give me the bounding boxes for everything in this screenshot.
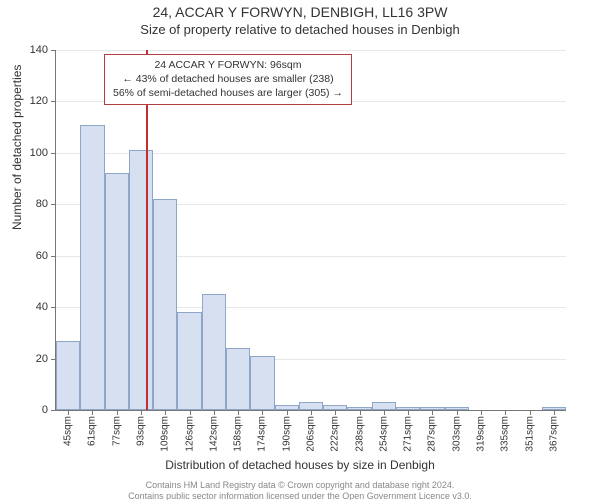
xtick-mark bbox=[68, 410, 69, 415]
xtick-mark bbox=[384, 410, 385, 415]
xtick-label: 271sqm bbox=[403, 416, 414, 452]
xtick-label: 174sqm bbox=[257, 416, 268, 452]
histogram-bar bbox=[129, 150, 153, 410]
ytick-mark bbox=[51, 307, 56, 308]
ytick-mark bbox=[51, 410, 56, 411]
xtick-label: 367sqm bbox=[548, 416, 559, 452]
xtick-label: 77sqm bbox=[111, 416, 122, 446]
xtick-label: 61sqm bbox=[87, 416, 98, 446]
page-title: 24, ACCAR Y FORWYN, DENBIGH, LL16 3PW bbox=[0, 4, 600, 20]
xtick-mark bbox=[554, 410, 555, 415]
xtick-label: 109sqm bbox=[160, 416, 171, 452]
xtick-mark bbox=[481, 410, 482, 415]
xtick-mark bbox=[287, 410, 288, 415]
ytick-mark bbox=[51, 256, 56, 257]
xtick-label: 254sqm bbox=[378, 416, 389, 452]
xtick-label: 335sqm bbox=[500, 416, 511, 452]
ytick-label: 80 bbox=[36, 198, 48, 210]
y-axis-label: Number of detached properties bbox=[10, 65, 24, 230]
histogram-bar bbox=[80, 125, 104, 410]
histogram-bar bbox=[177, 312, 201, 410]
xtick-label: 351sqm bbox=[524, 416, 535, 452]
ytick-label: 20 bbox=[36, 353, 48, 365]
annotation-line-1: 24 ACCAR Y FORWYN: 96sqm bbox=[113, 58, 343, 72]
xtick-label: 287sqm bbox=[427, 416, 438, 452]
ytick-label: 100 bbox=[30, 147, 48, 159]
xtick-mark bbox=[141, 410, 142, 415]
annotation-line-2: ← 43% of detached houses are smaller (23… bbox=[113, 72, 343, 86]
xtick-mark bbox=[214, 410, 215, 415]
xtick-label: 190sqm bbox=[281, 416, 292, 452]
xtick-mark bbox=[165, 410, 166, 415]
x-axis-label: Distribution of detached houses by size … bbox=[0, 458, 600, 472]
xtick-label: 238sqm bbox=[354, 416, 365, 452]
xtick-label: 319sqm bbox=[476, 416, 487, 452]
histogram-bar bbox=[153, 199, 177, 410]
xtick-mark bbox=[92, 410, 93, 415]
xtick-mark bbox=[408, 410, 409, 415]
histogram-bar bbox=[56, 341, 80, 410]
ytick-mark bbox=[51, 101, 56, 102]
xtick-mark bbox=[311, 410, 312, 415]
xtick-label: 206sqm bbox=[306, 416, 317, 452]
ytick-mark bbox=[51, 50, 56, 51]
footnote-line-2: Contains public sector information licen… bbox=[0, 491, 600, 500]
ytick-label: 40 bbox=[36, 301, 48, 313]
xtick-mark bbox=[117, 410, 118, 415]
ytick-mark bbox=[51, 204, 56, 205]
ytick-label: 60 bbox=[36, 250, 48, 262]
ytick-label: 140 bbox=[30, 44, 48, 56]
xtick-mark bbox=[360, 410, 361, 415]
footnote-line-1: Contains HM Land Registry data © Crown c… bbox=[0, 480, 600, 491]
xtick-mark bbox=[530, 410, 531, 415]
ytick-label: 0 bbox=[42, 404, 48, 416]
histogram-bar bbox=[299, 402, 323, 410]
histogram-bar bbox=[105, 173, 129, 410]
chart-plot-area: 24 ACCAR Y FORWYN: 96sqm ← 43% of detach… bbox=[55, 50, 566, 411]
property-annotation-box: 24 ACCAR Y FORWYN: 96sqm ← 43% of detach… bbox=[104, 54, 352, 105]
histogram-bar bbox=[226, 348, 250, 410]
gridline bbox=[56, 50, 566, 51]
xtick-label: 222sqm bbox=[330, 416, 341, 452]
histogram-bar bbox=[202, 294, 226, 410]
xtick-mark bbox=[432, 410, 433, 415]
page-subtitle: Size of property relative to detached ho… bbox=[0, 22, 600, 37]
xtick-mark bbox=[190, 410, 191, 415]
annotation-line-3: 56% of semi-detached houses are larger (… bbox=[113, 86, 343, 100]
xtick-mark bbox=[262, 410, 263, 415]
xtick-mark bbox=[505, 410, 506, 415]
xtick-mark bbox=[238, 410, 239, 415]
xtick-label: 126sqm bbox=[184, 416, 195, 452]
xtick-label: 45sqm bbox=[63, 416, 74, 446]
xtick-mark bbox=[335, 410, 336, 415]
xtick-label: 158sqm bbox=[233, 416, 244, 452]
histogram-bar bbox=[250, 356, 274, 410]
ytick-label: 120 bbox=[30, 95, 48, 107]
histogram-bar bbox=[372, 402, 396, 410]
xtick-label: 303sqm bbox=[451, 416, 462, 452]
xtick-mark bbox=[457, 410, 458, 415]
footnote: Contains HM Land Registry data © Crown c… bbox=[0, 480, 600, 500]
xtick-label: 142sqm bbox=[208, 416, 219, 452]
ytick-mark bbox=[51, 153, 56, 154]
xtick-label: 93sqm bbox=[136, 416, 147, 446]
